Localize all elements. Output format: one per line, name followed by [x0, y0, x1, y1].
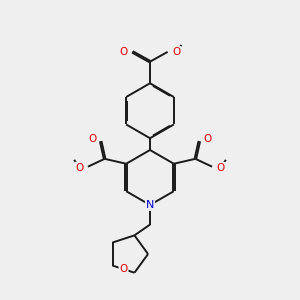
Text: O: O: [119, 47, 128, 57]
Text: O: O: [119, 264, 128, 274]
Text: O: O: [75, 163, 83, 173]
Text: N: N: [146, 200, 154, 210]
Text: O: O: [89, 134, 97, 144]
Text: O: O: [217, 163, 225, 173]
Text: O: O: [172, 47, 181, 57]
Text: O: O: [203, 134, 211, 144]
